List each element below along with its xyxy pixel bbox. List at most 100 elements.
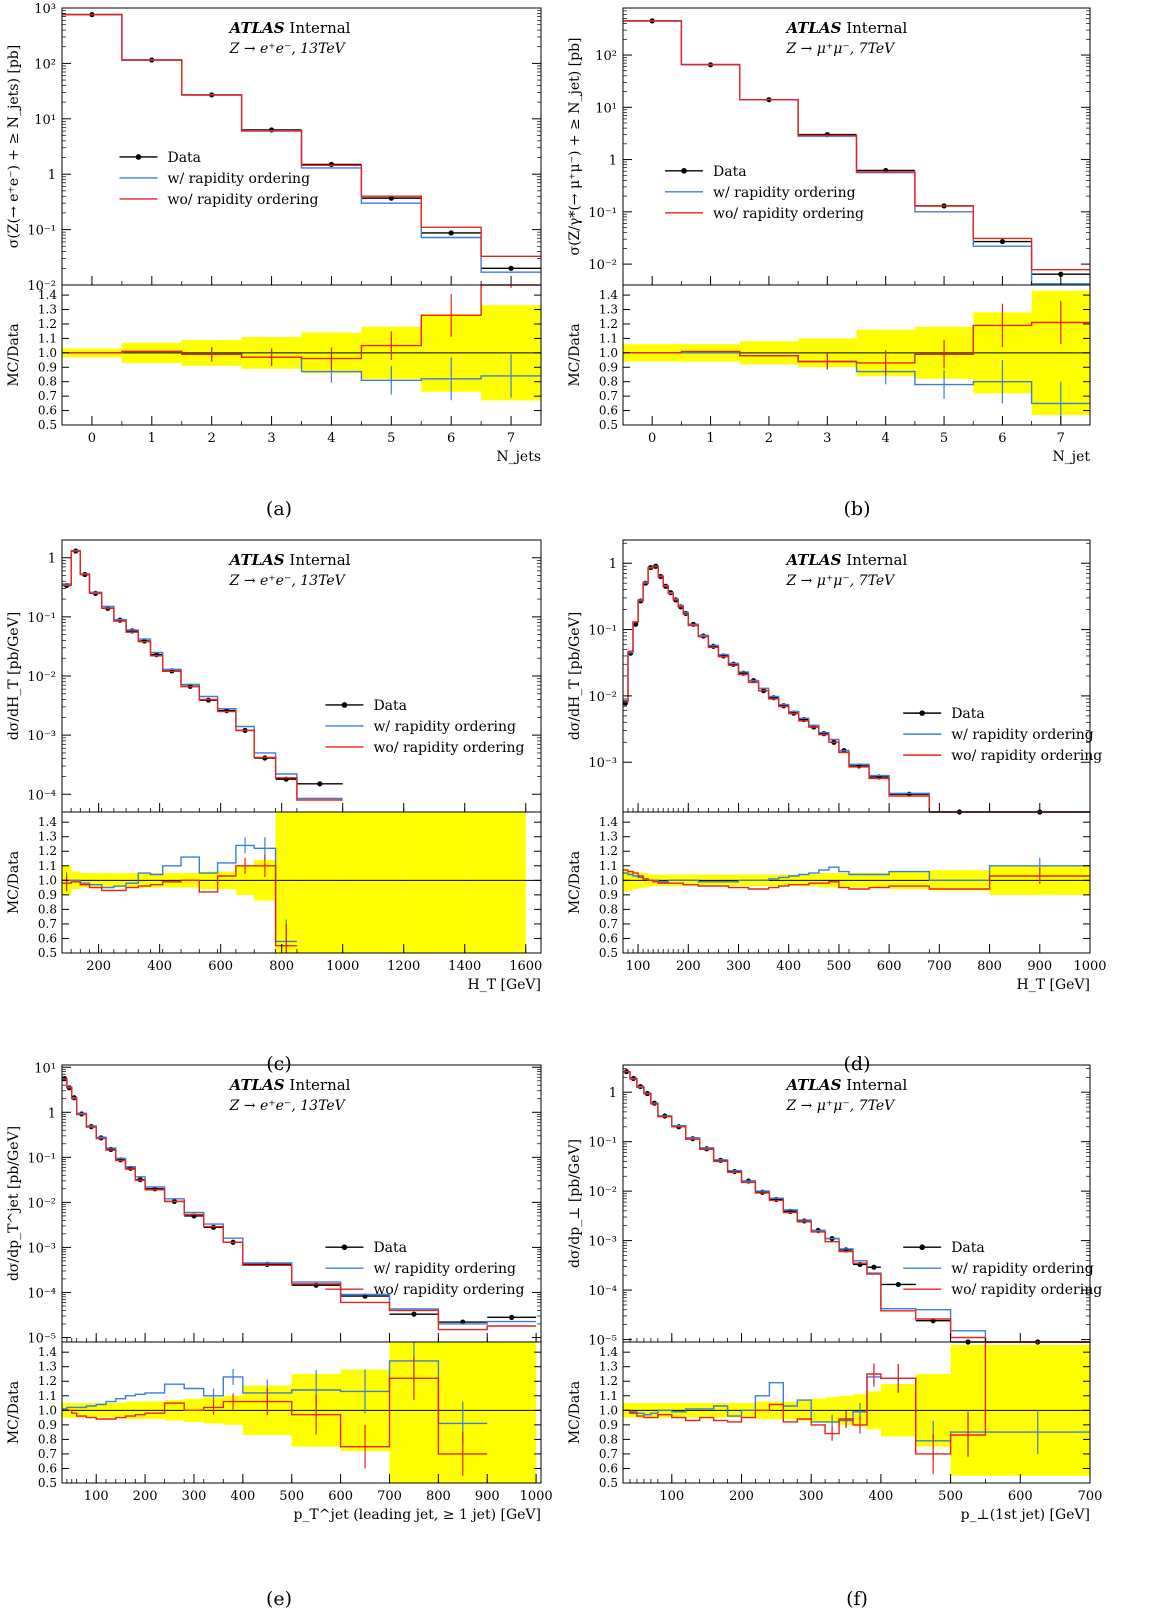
data-point-7 xyxy=(508,265,514,271)
ratio-y-tick-label-2: 0.7 xyxy=(38,1447,57,1461)
panel-e: 100 200 300 400 500 600 700 800 900 1000 10⁻⁵ 10⁻⁴ 1… xyxy=(6,1061,553,1523)
ratio-y-tick-label-1: 0.6 xyxy=(38,404,57,418)
y-tick-label-0: 10⁻⁴ xyxy=(27,788,56,803)
y-tick-label-3: 10⁻² xyxy=(588,1185,617,1200)
legend-dot xyxy=(681,168,687,174)
y-axis-label: dσ/dp_T^jet [pb/GeV] xyxy=(6,1126,22,1281)
legend-dot xyxy=(919,710,925,716)
ratio-y-tick-label-5: 1.0 xyxy=(599,873,618,887)
series-with-rapidity-ordering xyxy=(623,565,1090,813)
x-tick-label-2: 2 xyxy=(765,431,773,446)
ratio-y-tick-label-4: 0.9 xyxy=(38,888,57,902)
ratio-y-tick-label-8: 1.3 xyxy=(38,830,57,844)
x-tick-label-2: 300 xyxy=(726,959,751,974)
data-point-6 xyxy=(999,238,1006,245)
ratio-y-tick-label-9: 1.4 xyxy=(38,288,57,302)
x-tick-label-2: 2 xyxy=(208,431,216,446)
x-tick-label-2: 300 xyxy=(799,1489,824,1504)
legend-label-0: Data xyxy=(167,150,201,166)
y-axis-label: σ(Z(→ e⁺e⁻) + ≥ N_jets) [pb] xyxy=(6,45,22,248)
ratio-y-tick-label-3: 0.8 xyxy=(599,902,618,916)
x-tick-label-4: 4 xyxy=(882,431,890,446)
atlas-label: ATLAS Internal xyxy=(228,19,351,37)
y-tick-label-2: 10⁻³ xyxy=(588,1235,617,1250)
panel-f: 100 200 300 400 500 600 700 10⁻⁵ 10⁻⁴ 10⁻³ 10⁻² 10⁻… xyxy=(567,1064,1102,1523)
data-point-21 xyxy=(895,1281,901,1288)
legend-label-1: w/ rapidity ordering xyxy=(373,719,516,735)
y-tick-label-2: 10⁻² xyxy=(27,670,56,685)
ratio-wo-rapidity-ordering xyxy=(62,1377,488,1455)
x-tick-label-2: 600 xyxy=(208,959,233,974)
atlas-label: ATLAS Internal xyxy=(784,1076,907,1094)
ratio-y-tick-label-0: 0.5 xyxy=(38,418,57,432)
y-tick-label-3: 10¹ xyxy=(595,101,617,116)
process-label: Z → μ⁺μ⁻, 7TeV xyxy=(785,1098,896,1114)
x-tick-label-3: 400 xyxy=(230,1489,255,1504)
data-point-16 xyxy=(317,781,323,787)
x-tick-label-5: 600 xyxy=(1008,1489,1033,1504)
panel-c: 200 400 600 800 1000 1200 1400 1600 10⁻⁴ 10⁻³ 10⁻²… xyxy=(6,539,542,993)
panel-a: 0 1 2 3 4 5 6 7 10⁻² 10⁻¹ 1 10¹ 10² 10³ 0.50.60.70.80.… xyxy=(6,2,542,465)
x-tick-label-0: 100 xyxy=(84,1489,109,1504)
x-tick-label-3: 3 xyxy=(823,431,831,446)
y-axis-label: σ(Z/γ*(→ μ⁺μ⁻) + ≥ N_jet) [pb] xyxy=(567,38,583,256)
y-tick-label-2: 1 xyxy=(48,168,56,183)
x-axis-label: p_⊥(1st jet) [GeV] xyxy=(961,1507,1090,1523)
x-axis-label: H_T [GeV] xyxy=(468,977,542,993)
data-point-6 xyxy=(448,230,454,236)
ratio-y-tick-label-2: 0.7 xyxy=(599,917,618,931)
x-tick-label-1: 200 xyxy=(133,1489,158,1504)
data-point-4 xyxy=(328,161,335,168)
ratio-y-tick-label-9: 1.4 xyxy=(38,1345,57,1359)
x-tick-label-7: 7 xyxy=(1057,431,1065,446)
x-tick-label-4: 500 xyxy=(827,959,852,974)
process-label: Z → e⁺e⁻, 13TeV xyxy=(229,573,347,589)
x-tick-label-4: 500 xyxy=(938,1489,963,1504)
caption-b: (b) xyxy=(843,498,871,520)
x-tick-label-4: 1000 xyxy=(326,959,359,974)
atlas-label: ATLAS Internal xyxy=(784,551,907,569)
ratio-y-tick-label-8: 1.3 xyxy=(599,830,618,844)
y-tick-label-0: 10⁻² xyxy=(588,258,617,273)
y-tick-label-1: 10⁻² xyxy=(588,690,617,705)
ratio-y-tick-label-5: 1.0 xyxy=(38,873,57,887)
ratio-y-tick-label-7: 1.2 xyxy=(38,844,57,858)
ratio-band-19 xyxy=(464,812,526,953)
ratio-y-tick-label-8: 1.3 xyxy=(599,303,618,317)
data-point-15 xyxy=(801,1218,807,1224)
ratio-y-tick-label-5: 1.0 xyxy=(38,1403,57,1417)
ratio-band-16 xyxy=(296,812,343,953)
ratio-y-tick-label-6: 1.1 xyxy=(599,859,618,873)
legend-label-0: Data xyxy=(713,164,747,180)
legend-label-1: w/ rapidity ordering xyxy=(167,171,310,187)
ratio-wo-rapidity-ordering xyxy=(623,1341,1090,1455)
y-tick-label-2: 10⁻¹ xyxy=(588,624,617,639)
ratio-y-tick-label-6: 1.1 xyxy=(599,331,618,345)
y-tick-label-0: 10⁻⁵ xyxy=(588,1334,617,1349)
x-tick-label-8: 900 xyxy=(475,1489,500,1504)
legend-label-1: w/ rapidity ordering xyxy=(373,1261,516,1277)
y-tick-label-2: 10⁻³ xyxy=(27,1241,56,1256)
x-tick-label-9: 1000 xyxy=(520,1489,553,1504)
y-tick-label-4: 10² xyxy=(34,57,56,72)
x-tick-label-0: 100 xyxy=(659,1489,684,1504)
data-point-2 xyxy=(632,621,639,627)
x-tick-label-6: 6 xyxy=(998,431,1006,446)
y-tick-label-1: 10⁻⁴ xyxy=(588,1284,617,1299)
data-point-20 xyxy=(871,1264,877,1270)
ratio-y-tick-label-4: 0.9 xyxy=(599,1418,618,1432)
x-axis-label: N_jets xyxy=(496,449,541,465)
ratio-y-tick-label-1: 0.6 xyxy=(599,404,618,418)
ratio-y-tick-label-0: 0.5 xyxy=(599,946,618,960)
ratio-axis-label: MC/Data xyxy=(6,1381,22,1444)
process-label: Z → e⁺e⁻, 13TeV xyxy=(229,1098,347,1114)
caption-f: (f) xyxy=(846,1588,868,1610)
y-tick-label-3: 10⁻² xyxy=(27,1196,56,1211)
ratio-frame xyxy=(61,1341,542,1484)
x-axis-label: N_jet xyxy=(1052,449,1090,465)
series-wo-rapidity-ordering xyxy=(62,550,343,801)
x-tick-label-7: 800 xyxy=(426,1489,451,1504)
ratio-y-tick-label-2: 0.7 xyxy=(38,389,57,403)
y-tick-label-3: 10¹ xyxy=(34,113,56,128)
ratio-y-tick-label-0: 0.5 xyxy=(38,1476,57,1490)
